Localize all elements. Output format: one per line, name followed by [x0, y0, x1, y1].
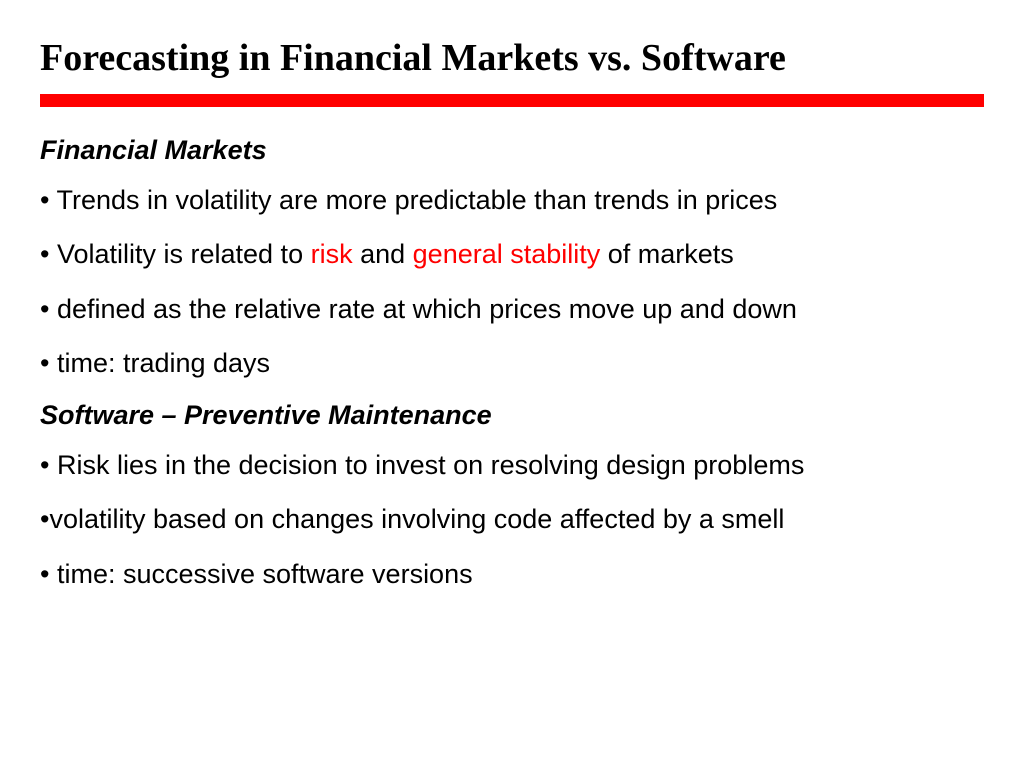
bullet-item: • Trends in volatility are more predicta… — [40, 182, 984, 218]
bullet-text: • time: trading days — [40, 348, 270, 378]
bullet-text: • defined as the relative rate at which … — [40, 294, 797, 324]
bullet-text: of markets — [600, 239, 734, 269]
title-rule — [40, 94, 984, 107]
bullet-item: • defined as the relative rate at which … — [40, 291, 984, 327]
bullet-text: • Risk lies in the decision to invest on… — [40, 450, 804, 480]
bullet-text: • time: successive software versions — [40, 559, 473, 589]
bullet-item: • Risk lies in the decision to invest on… — [40, 447, 984, 483]
highlight-text: general stability — [413, 239, 601, 269]
bullet-text: and — [353, 239, 413, 269]
section-heading-software: Software – Preventive Maintenance — [40, 400, 984, 431]
highlight-text: risk — [311, 239, 353, 269]
bullet-item: • time: successive software versions — [40, 556, 984, 592]
bullet-text: •volatility based on changes involving c… — [40, 504, 784, 534]
bullet-text: • Volatility is related to — [40, 239, 311, 269]
bullet-item: •volatility based on changes involving c… — [40, 501, 984, 537]
bullet-item: • Volatility is related to risk and gene… — [40, 236, 984, 272]
slide: Forecasting in Financial Markets vs. Sof… — [0, 0, 1024, 768]
bullet-item: • time: trading days — [40, 345, 984, 381]
slide-title: Forecasting in Financial Markets vs. Sof… — [40, 36, 984, 80]
section-heading-financial-markets: Financial Markets — [40, 135, 984, 166]
bullet-text: • Trends in volatility are more predicta… — [40, 185, 777, 215]
